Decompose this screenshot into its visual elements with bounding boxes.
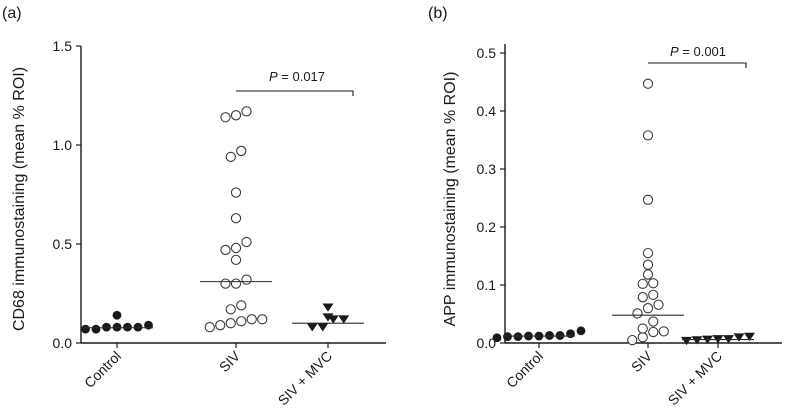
- panel-a-y-tick-label: 0.0: [53, 335, 73, 351]
- panel-b-y-tick-label: 0.5: [477, 45, 497, 61]
- panel-b-y-tick-label: 0.4: [477, 103, 497, 119]
- panel-b-data-point: [642, 259, 654, 270]
- panel-a-data-point: [220, 112, 231, 123]
- panel-b-y-tick-label: 0.2: [477, 219, 497, 235]
- panel-b-data-point: [642, 303, 654, 314]
- panel-b-data-point: [681, 336, 692, 346]
- panel-b-data-point: [627, 334, 638, 346]
- panel-a-label: (a): [2, 5, 22, 22]
- panel-b-x-tick-label: SIV + MVC: [665, 348, 726, 409]
- panel-b-data-point: [513, 332, 523, 342]
- panel-a-data-point: [112, 322, 122, 332]
- panel-a-data-point: [230, 213, 242, 224]
- panel-a-data-point: [225, 318, 236, 329]
- panel-a-data-point: [236, 316, 247, 327]
- panel-a-data-point: [241, 236, 252, 248]
- panel-a-data-point: [230, 242, 242, 254]
- panel-a-data-point: [322, 303, 334, 312]
- panel-a: (a) CD68 immunostaining (mean % ROI) 0.0…: [2, 5, 386, 408]
- panel-b-data-point: [648, 278, 659, 289]
- panel-b-plot: 0.0 0.1 0.2 0.3 0.4 0.5 Control SIV SIV + MVC: [477, 45, 755, 408]
- panel-a-data-point: [215, 320, 226, 331]
- panel-b-label: (b): [428, 5, 448, 22]
- panel-b-data-point: [503, 332, 512, 342]
- panel-b-data-point: [744, 332, 755, 342]
- panel-b-data-point: [642, 194, 654, 205]
- panel-a-data-point: [322, 313, 334, 322]
- panel-b-y-axis-label: APP immunostaining (mean % ROI): [442, 72, 459, 327]
- panel-a-data-point: [241, 106, 252, 117]
- panel-a-data-point: [91, 324, 101, 334]
- panel-b-data-point: [642, 130, 654, 141]
- panel-a-p-value: P = 0.017: [269, 69, 325, 84]
- panel-b-data-point: [648, 289, 659, 301]
- panel-b-data-point: [658, 326, 669, 337]
- panel-a-y-tick-label: 0.5: [53, 236, 73, 252]
- panel-b-data-point: [637, 292, 648, 303]
- panel-a-data-point: [220, 244, 231, 256]
- panel-a-data-point: [81, 324, 90, 334]
- panel-b-data-point: [637, 332, 648, 343]
- panel-b-x-tick-label: SIV: [628, 347, 656, 375]
- panel-b-data-point: [555, 331, 565, 340]
- panel-a-data-point: [230, 110, 242, 121]
- panel-a-data-point: [204, 322, 215, 333]
- panel-b-data-point: [492, 333, 502, 343]
- panel-b-data-point: [637, 323, 648, 334]
- panel-b-y-tick-label: 0.3: [477, 161, 497, 177]
- panel-b-data-point: [733, 333, 745, 342]
- panel-a-plot: 0.0 0.5 1.0 1.5 Control SIV SIV + MVC: [53, 38, 364, 408]
- panel-a-data-point: [306, 323, 318, 332]
- panel-a-data-point: [230, 278, 242, 289]
- panel-b-data-point: [653, 299, 664, 310]
- panel-a-data-point: [236, 145, 247, 157]
- panel-a-y-axis-label: CD68 immunostaining (mean % ROI): [11, 67, 28, 331]
- panel-b-x-tick-label: Control: [503, 348, 546, 391]
- panel-b-y-tick-label: 0.0: [477, 335, 497, 351]
- panel-b-data-point: [566, 329, 575, 339]
- panel-b-data-point: [632, 308, 643, 319]
- panel-a-data-point: [230, 254, 242, 265]
- panel-b-significance-bracket: [648, 62, 747, 68]
- panel-a-y-tick-label: 1.5: [53, 38, 73, 54]
- panel-a-x-tick-label: Control: [81, 348, 124, 391]
- panel-b-data-point: [648, 326, 659, 338]
- panel-a-data-point: [225, 304, 236, 315]
- panel-a-x-tick-label: SIV + MVC: [275, 348, 336, 409]
- panel-a-data-point: [241, 274, 252, 285]
- panel-a-data-point: [236, 300, 247, 311]
- panel-a-data-point: [133, 322, 143, 332]
- panel-a-data-point: [102, 322, 111, 332]
- panel-a-data-point: [123, 322, 132, 332]
- panel-a-significance-bracket: [236, 90, 354, 96]
- panel-a-data-point: [338, 315, 350, 324]
- panel-b-y-tick-label: 0.1: [477, 277, 497, 293]
- panel-b-p-value: P = 0.001: [670, 44, 726, 59]
- panel-a-data-point: [246, 314, 257, 325]
- panel-b-data-point: [642, 269, 654, 280]
- panel-b: (b) APP immunostaining (mean % ROI) 0.00…: [428, 5, 782, 408]
- panel-b-data-point: [648, 316, 659, 327]
- panel-a-data-point: [225, 151, 236, 163]
- panel-b-data-point: [576, 326, 586, 336]
- panel-b-data-point: [691, 336, 703, 345]
- panel-a-y-tick-label: 1.0: [53, 137, 73, 153]
- panel-a-data-point: [257, 314, 268, 325]
- panel-a-data-point: [112, 310, 122, 320]
- panel-b-data-point: [642, 78, 654, 89]
- panel-b-data-point: [545, 331, 554, 340]
- panel-a-data-point: [220, 278, 231, 289]
- panel-b-data-point: [642, 247, 654, 259]
- panel-a-x-tick-label: SIV: [216, 347, 244, 375]
- panel-a-data-point: [317, 323, 329, 332]
- panel-a-data-point: [230, 187, 242, 198]
- panel-b-data-point: [637, 278, 648, 289]
